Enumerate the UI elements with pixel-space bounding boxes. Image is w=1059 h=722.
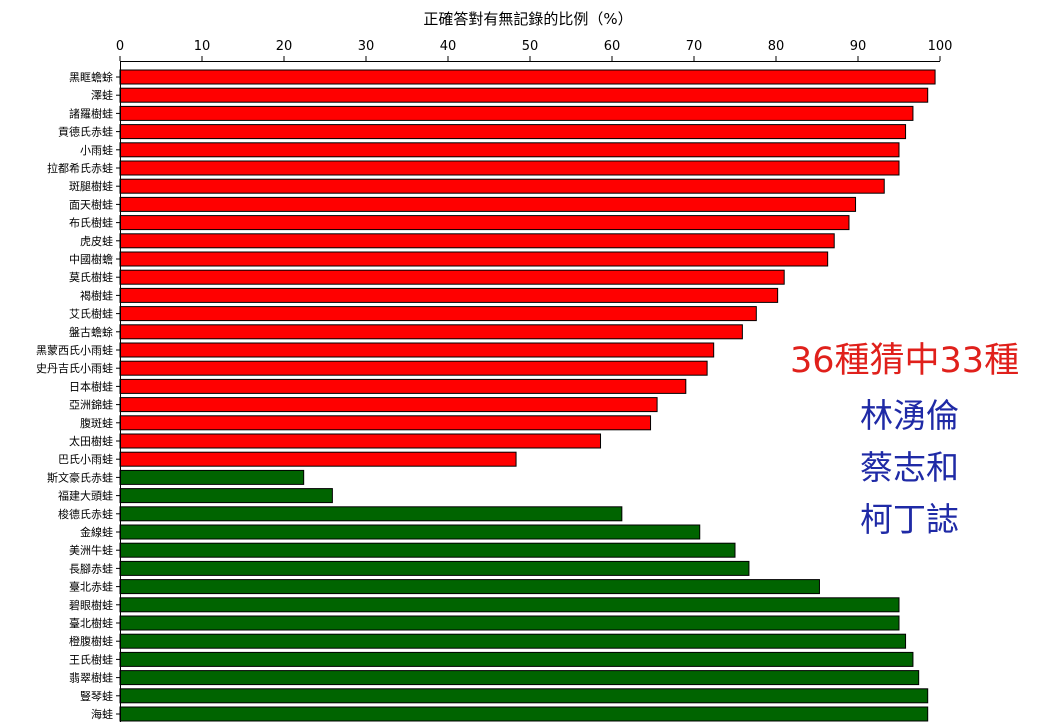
category-label: 太田樹蛙 (69, 435, 113, 448)
category-label: 盤古蟾蜍 (69, 325, 113, 339)
bar (119, 342, 715, 358)
x-tick-label: 10 (194, 39, 211, 54)
category-label: 翡翠樹蛙 (69, 672, 113, 685)
bar (119, 542, 736, 558)
bar (119, 506, 623, 522)
bar (119, 196, 857, 212)
category-label: 福建大頭蛙 (58, 489, 113, 503)
category-label: 拉都希氏赤蛙 (47, 161, 113, 175)
bar (119, 124, 907, 140)
category-label: 布氏樹蛙 (69, 217, 113, 230)
bar (119, 633, 907, 649)
annotation-name: 柯丁誌 (860, 500, 959, 539)
x-tick-label: 20 (276, 39, 293, 54)
category-label: 斯文豪氏赤蛙 (47, 470, 113, 484)
category-label: 日本樹蛙 (69, 379, 113, 393)
x-tick-label: 40 (440, 39, 457, 54)
category-label: 小雨蛙 (80, 144, 113, 157)
bar (119, 670, 920, 686)
bar (119, 251, 829, 267)
category-label: 中國樹蟾 (69, 252, 113, 266)
x-tick-label: 100 (928, 39, 953, 54)
x-tick-label: 0 (116, 39, 124, 54)
category-label: 橙腹樹蛙 (69, 634, 113, 648)
x-tick-label: 60 (604, 39, 621, 54)
category-label: 莫氏樹蛙 (69, 271, 113, 284)
category-label: 諸羅樹蛙 (69, 106, 113, 120)
x-tick-label: 80 (768, 39, 785, 54)
bar (119, 69, 936, 85)
bar (119, 651, 914, 667)
bar (119, 105, 914, 121)
bar (119, 360, 708, 376)
category-label: 碧眼樹蛙 (69, 599, 113, 612)
category-labels: 黑眶蟾蜍澤蛙諸羅樹蛙貢德氏赤蛙小雨蛙拉都希氏赤蛙斑腿樹蛙面天樹蛙布氏樹蛙虎皮蛙中… (36, 70, 120, 721)
category-label: 梭德氏赤蛙 (58, 507, 113, 521)
bar (119, 269, 785, 285)
category-label: 史丹吉氏小雨蛙 (36, 362, 113, 375)
category-label: 巴氏小雨蛙 (58, 453, 113, 466)
bar (119, 233, 835, 249)
category-label: 亞洲錦蛙 (69, 398, 113, 412)
bar (119, 688, 929, 704)
category-label: 澤蛙 (91, 89, 113, 102)
x-tick-label: 50 (522, 39, 539, 54)
bar (119, 524, 701, 540)
bar (119, 160, 900, 176)
category-label: 王氏樹蛙 (69, 653, 113, 666)
bar (119, 579, 820, 595)
bar (119, 433, 602, 449)
x-tick-label: 30 (358, 39, 375, 54)
category-label: 斑腿樹蛙 (69, 180, 113, 193)
bar (119, 469, 305, 485)
annotation-name: 林湧倫 (860, 396, 959, 435)
category-label: 美洲牛蛙 (69, 543, 113, 557)
bar (119, 415, 652, 431)
bar (119, 597, 900, 613)
bar (119, 378, 687, 394)
x-tick-label: 90 (850, 39, 867, 54)
bar (119, 615, 900, 631)
x-tick-label: 70 (686, 39, 703, 54)
bar (119, 142, 900, 158)
bar (119, 87, 929, 103)
bar (119, 306, 757, 322)
category-label: 褐樹蛙 (80, 288, 113, 302)
category-label: 臺北樹蛙 (69, 616, 113, 630)
bar (119, 287, 779, 303)
category-label: 金線蛙 (80, 525, 113, 539)
category-label: 長腳赤蛙 (69, 562, 113, 575)
bars (119, 69, 936, 722)
category-label: 豎琴蛙 (80, 690, 113, 703)
bar (119, 324, 743, 340)
category-label: 艾氏樹蛙 (69, 308, 113, 321)
category-label: 虎皮蛙 (80, 235, 113, 248)
category-label: 貢德氏赤蛙 (58, 125, 113, 139)
bar (119, 397, 658, 413)
x-axis-ticks: 0 10 20 30 40 50 60 70 80 90 100 (116, 39, 953, 61)
annotation-name: 蔡志和 (860, 448, 959, 487)
category-label: 腹斑蛙 (80, 416, 113, 430)
bar (119, 560, 750, 576)
category-label: 海蛙 (91, 707, 113, 721)
category-label: 臺北赤蛙 (69, 580, 113, 594)
category-label: 黑眶蟾蜍 (69, 70, 113, 84)
category-label: 面天樹蛙 (69, 198, 113, 211)
bar (119, 451, 517, 467)
bar (119, 706, 929, 722)
chart-title: 正確答對有無記錄的比例（%） (423, 10, 632, 28)
bar (119, 215, 850, 231)
category-label: 黑蒙西氏小雨蛙 (36, 344, 113, 357)
bar (119, 488, 333, 504)
bar (119, 178, 885, 194)
annotation-headline: 36種猜中33種 (790, 341, 1020, 381)
